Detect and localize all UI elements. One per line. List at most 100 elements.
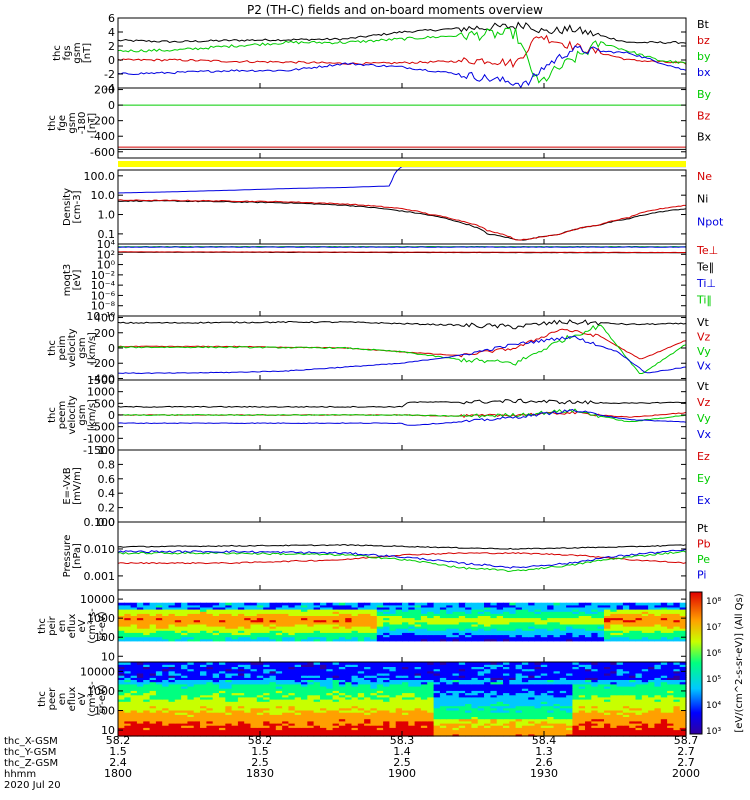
spectrogram-cell — [420, 621, 428, 625]
spectrogram-cell — [578, 720, 586, 724]
spectrogram-cell — [641, 705, 649, 709]
spectrogram-cell — [622, 690, 630, 694]
spectrogram-cell — [313, 664, 321, 667]
spectrogram-cell — [212, 636, 220, 640]
spectrogram-cell — [439, 709, 447, 713]
spectrogram-cell — [578, 718, 586, 722]
spectrogram-cell — [162, 716, 170, 720]
spectrogram-cell — [364, 613, 371, 616]
spectrogram-cell — [136, 664, 144, 667]
spectrogram-cell — [515, 720, 523, 724]
spectrogram-cell — [187, 604, 195, 608]
spectrogram-cell — [149, 634, 157, 638]
spectrogram-cell — [528, 679, 536, 683]
spectrogram-cell — [364, 611, 371, 614]
spectrogram-cell — [471, 672, 479, 676]
spectrogram-cell — [420, 729, 428, 733]
spectrogram-cell — [458, 681, 466, 685]
spectrogram-cell — [667, 692, 674, 696]
spectrogram-cell — [629, 623, 637, 627]
spectrogram-cell — [326, 670, 334, 674]
spectrogram-cell — [433, 696, 441, 700]
spectrogram-cell — [515, 729, 523, 733]
y-tick-label: 0 — [108, 54, 115, 67]
spectrogram-cell — [326, 604, 334, 608]
spectrogram-cell — [616, 731, 624, 735]
spectrogram-cell — [187, 621, 195, 625]
spectrogram-cell — [231, 604, 239, 608]
spectrogram-cell — [515, 694, 523, 698]
spectrogram-cell — [427, 634, 435, 638]
spectrogram-cell — [427, 670, 435, 674]
spectrogram-cell — [597, 712, 605, 715]
spectrogram-cell — [585, 714, 592, 717]
y-axis-label-line: thc — [47, 115, 58, 131]
spectrogram-cell — [345, 675, 353, 678]
spectrogram-cell — [610, 720, 618, 724]
spectrogram-cell — [357, 714, 365, 717]
spectrogram-cell — [282, 731, 289, 735]
spectrogram-cell — [124, 718, 132, 722]
spectrogram-cell — [566, 718, 573, 722]
spectrogram-cell — [187, 718, 195, 722]
spectrogram-cell — [660, 733, 668, 737]
spectrogram-cell — [275, 662, 283, 665]
spectrogram-cell — [629, 692, 637, 696]
spectrogram-cell — [509, 692, 517, 696]
spectrogram-cell — [376, 634, 384, 638]
spectrogram-cell — [648, 634, 655, 638]
spectrogram-cell — [477, 701, 485, 704]
spectrogram-cell — [402, 703, 409, 707]
spectrogram-cell — [174, 733, 182, 737]
spectrogram-cell — [307, 668, 315, 672]
spectrogram-cell — [143, 681, 151, 685]
spectrogram-cell — [503, 699, 510, 702]
spectrogram-cell — [244, 672, 252, 676]
spectrogram-cell — [357, 619, 365, 623]
spectrogram-cell — [629, 718, 637, 722]
spectrogram-cell — [320, 720, 327, 724]
spectrogram-cell — [389, 716, 397, 720]
spectrogram-cell — [269, 666, 277, 670]
spectrogram-cell — [187, 672, 195, 676]
spectrogram-cell — [250, 731, 258, 735]
spectrogram-cell — [622, 729, 630, 733]
spectrogram-cell — [320, 690, 327, 694]
spectrogram-cell — [667, 609, 674, 612]
spectrogram-cell — [578, 628, 586, 631]
spectrogram-cell — [193, 690, 201, 694]
spectrogram-cell — [370, 690, 378, 694]
spectrogram-cell — [521, 626, 529, 629]
spectrogram-cell — [566, 701, 573, 704]
spectrogram-cell — [629, 604, 637, 608]
spectrogram-cell — [307, 615, 315, 619]
spectrogram-cell — [326, 720, 334, 724]
spectrogram-cell — [654, 701, 662, 704]
spectrogram-cell — [301, 727, 308, 731]
spectrogram-cell — [604, 666, 611, 670]
spectrogram-cell — [263, 705, 271, 709]
spectrogram-cell — [635, 666, 643, 670]
spectrogram-cell — [351, 707, 359, 711]
spectrogram-cell — [288, 615, 296, 619]
spectrogram-cell — [465, 664, 472, 667]
spectrogram-cell — [155, 668, 163, 672]
spectrogram-cell — [149, 696, 157, 700]
spectrogram-cell — [420, 668, 428, 672]
spectrogram-cell — [395, 626, 403, 629]
spectrogram-cell — [629, 705, 637, 709]
spectrogram-cell — [553, 662, 561, 665]
spectrogram-cell — [629, 611, 637, 614]
spectrogram-cell — [604, 712, 611, 715]
spectrogram-cell — [402, 718, 409, 722]
spectrogram-cell — [610, 727, 618, 731]
series-Npot — [117, 166, 686, 194]
panel-frame — [117, 243, 687, 317]
spectrogram-cell — [130, 662, 138, 665]
spectrogram-cell — [168, 626, 176, 629]
spectrogram-cell — [610, 604, 618, 608]
spectrogram-cell — [528, 716, 536, 720]
spectrogram-cell — [338, 664, 346, 667]
spectrogram-cell — [263, 685, 271, 689]
spectrogram-cell — [282, 718, 289, 722]
